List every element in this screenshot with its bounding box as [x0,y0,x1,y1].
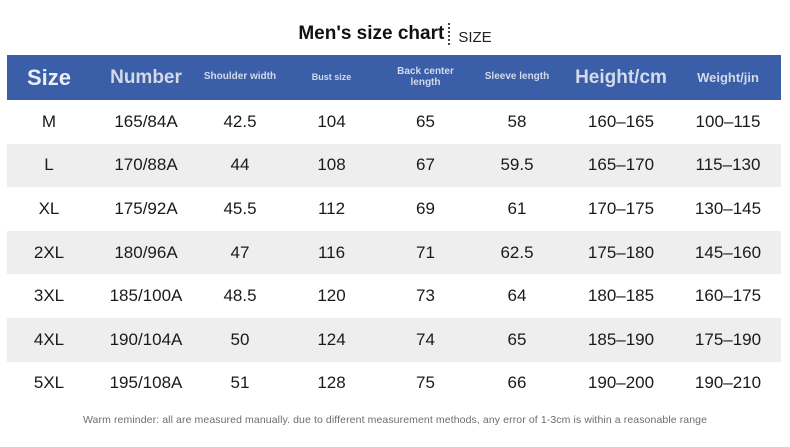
cell-back-center-length: 69 [416,198,435,218]
cell-bust-size: 120 [317,286,346,306]
table-row: XL 175/92A 45.5 112 69 61 170–175 130–14… [7,187,781,231]
cell-bust-size: 124 [317,329,346,349]
cell-number: 165/84A [114,111,178,131]
cell-height: 185–190 [587,329,655,349]
cell-bust-size: 104 [317,111,346,131]
header-row: Size Number Shoulder width Bust size Bac… [7,55,781,100]
cell-bust-size: 116 [317,242,346,262]
cell-sleeve-length: 62.5 [500,242,534,262]
header-weight: Weight/jin [697,69,759,85]
cell-number: 190/104A [109,329,183,349]
cell-weight: 115–130 [695,155,761,175]
size-table: Size Number Shoulder width Bust size Bac… [7,55,781,405]
cell-sleeve-length: 58 [507,111,527,131]
chart-title: Men's size chart SIZE [0,16,790,52]
cell-weight: 160–175 [694,286,762,306]
cell-height: 160–165 [587,111,655,131]
cell-height: 190–200 [587,373,655,393]
cell-weight: 190–210 [694,373,762,393]
table-body: M 165/84A 42.5 104 65 58 160–165 100–115… [7,100,781,405]
cell-size: 5XL [33,373,65,393]
cell-number: 170/88A [114,155,178,175]
cell-number: 175/92A [114,198,178,218]
header-sleeve-length: Sleeve length [484,71,550,83]
cell-size: 4XL [33,329,65,349]
cell-back-center-length: 65 [416,111,435,131]
table-row: M 165/84A 42.5 104 65 58 160–165 100–115 [7,100,781,144]
cell-back-center-length: 75 [416,373,435,393]
cell-back-center-length: 74 [416,329,435,349]
cell-back-center-length: 67 [416,155,435,175]
cell-bust-size: 128 [317,373,346,393]
cell-sleeve-length: 61 [507,198,527,218]
title-main: Men's size chart [298,23,445,44]
cell-number: 180/96A [114,242,178,262]
cell-shoulder-width: 50 [230,329,250,349]
header-bust-size: Bust size [311,71,352,82]
title-sub: SIZE [458,28,492,46]
header-number: Number [110,66,182,88]
table-row: 3XL 185/100A 48.5 120 73 64 180–185 160–… [7,274,781,318]
cell-size: M [41,111,57,131]
table-row: 5XL 195/108A 51 128 75 66 190–200 190–21… [7,362,781,406]
cell-sleeve-length: 66 [507,373,527,393]
cell-weight: 145–160 [694,242,762,262]
cell-sleeve-length: 59.5 [500,155,534,175]
cell-shoulder-width: 51 [230,373,250,393]
cell-number: 185/100A [109,286,183,306]
cell-size: XL [38,198,60,218]
cell-size: 2XL [33,242,65,262]
table-row: 2XL 180/96A 47 116 71 62.5 175–180 145–1… [7,230,781,275]
cell-sleeve-length: 64 [507,286,527,306]
cell-number: 195/108A [109,373,183,393]
cell-weight: 100–115 [695,111,761,131]
cell-sleeve-length: 65 [507,329,527,349]
header-height: Height/cm [575,66,667,88]
cell-shoulder-width: 42.5 [223,111,257,131]
measurement-note: Warm reminder: all are measured manually… [82,414,708,426]
table-row: L 170/88A 44 108 67 59.5 165–170 115–130 [7,143,781,188]
cell-weight: 175–190 [694,329,762,349]
cell-size: 3XL [33,286,65,306]
cell-back-center-length: 71 [416,242,435,262]
header-back-center-length: Back center length [397,66,454,88]
cell-height: 175–180 [587,242,655,262]
header-size: Size [26,64,72,90]
cell-height: 170–175 [587,198,655,218]
cell-shoulder-width: 44 [230,155,250,175]
cell-bust-size: 112 [317,198,346,218]
cell-height: 165–170 [587,155,655,175]
cell-back-center-length: 73 [416,286,435,306]
cell-bust-size: 108 [317,155,346,175]
cell-weight: 130–145 [694,198,762,218]
table-header: Size Number Shoulder width Bust size Bac… [7,55,781,100]
cell-height: 180–185 [587,286,655,306]
title-divider [448,23,452,45]
table-row: 4XL 190/104A 50 124 74 65 185–190 175–19… [7,317,781,362]
cell-shoulder-width: 45.5 [223,198,257,218]
cell-shoulder-width: 48.5 [223,286,257,306]
cell-size: L [44,155,54,175]
header-shoulder-width: Shoulder width [203,71,277,83]
cell-shoulder-width: 47 [230,242,250,262]
